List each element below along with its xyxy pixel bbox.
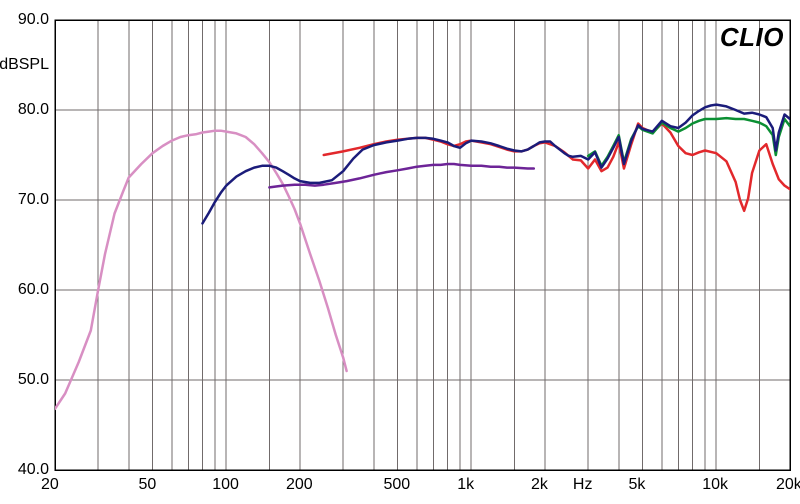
x-tick-label: 500 (383, 476, 410, 494)
y-tick-label: 90.0 (18, 11, 49, 29)
series-on-axis (324, 124, 790, 211)
x-tick-label: 20k (776, 476, 800, 494)
x-tick-label: 10k (702, 476, 728, 494)
clio-brand: CLIO (720, 22, 784, 53)
x-tick-label: 2k (531, 476, 548, 494)
y-axis-unit: dBSPL (0, 56, 49, 74)
x-tick-label: 100 (212, 476, 239, 494)
series-curve-navy (203, 105, 791, 224)
x-tick-label: 1k (457, 476, 474, 494)
y-tick-label: 60.0 (18, 281, 49, 299)
x-tick-label: 20 (41, 476, 59, 494)
x-tick-label: 50 (138, 476, 156, 494)
x-axis-unit: Hz (573, 476, 593, 494)
y-tick-label: 50.0 (18, 371, 49, 389)
frequency-response-chart (0, 0, 800, 504)
y-tick-label: 80.0 (18, 101, 49, 119)
x-tick-label: 5k (628, 476, 645, 494)
series-nearfield-port (55, 131, 347, 409)
x-tick-label: 200 (286, 476, 313, 494)
y-tick-label: 70.0 (18, 191, 49, 209)
